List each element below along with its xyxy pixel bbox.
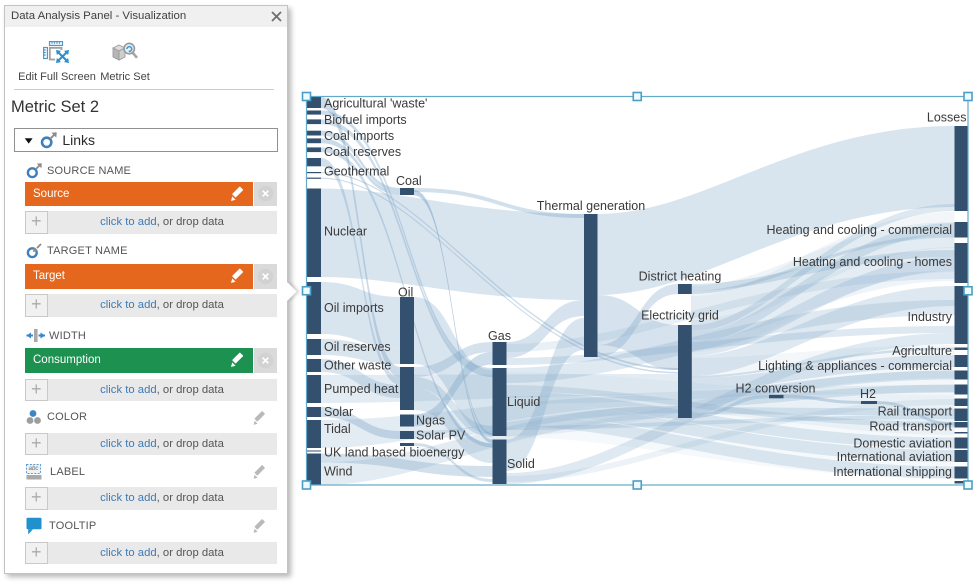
- svg-text:District heating: District heating: [639, 270, 722, 284]
- svg-text:International aviation: International aviation: [837, 450, 952, 464]
- svg-text:Pumped heat: Pumped heat: [324, 382, 399, 396]
- svg-text:Biofuel imports: Biofuel imports: [324, 113, 407, 127]
- svg-text:Wind: Wind: [324, 465, 353, 479]
- svg-text:abc: abc: [29, 466, 39, 472]
- svg-text:Solar: Solar: [324, 405, 353, 419]
- svg-text:H2 conversion: H2 conversion: [736, 382, 816, 396]
- svg-text:Coal imports: Coal imports: [324, 129, 394, 143]
- svg-text:Gas: Gas: [488, 329, 511, 343]
- svg-text:Domestic aviation: Domestic aviation: [853, 437, 952, 451]
- svg-text:Nuclear: Nuclear: [324, 225, 367, 239]
- svg-text:International shipping: International shipping: [833, 465, 952, 479]
- svg-text:Road transport: Road transport: [869, 420, 952, 434]
- svg-text:Geothermal: Geothermal: [324, 165, 389, 179]
- svg-text:H2: H2: [860, 387, 876, 401]
- svg-text:Solar PV: Solar PV: [416, 429, 466, 443]
- svg-text:Liquid: Liquid: [507, 395, 540, 409]
- svg-text:Agriculture: Agriculture: [892, 344, 952, 358]
- svg-text:Rail transport: Rail transport: [878, 405, 953, 419]
- svg-text:Ngas: Ngas: [416, 414, 445, 428]
- svg-text:Losses: Losses: [927, 111, 967, 125]
- svg-text:UK land based bioenergy: UK land based bioenergy: [324, 446, 465, 460]
- svg-text:Oil imports: Oil imports: [324, 301, 384, 315]
- svg-text:Coal reserves: Coal reserves: [324, 145, 401, 159]
- svg-text:Tidal: Tidal: [324, 422, 351, 436]
- svg-text:Other waste: Other waste: [324, 359, 391, 373]
- svg-text:Solid: Solid: [507, 457, 535, 471]
- svg-text:Oil reserves: Oil reserves: [324, 340, 391, 354]
- svg-text:Industry: Industry: [908, 310, 953, 324]
- svg-text:Thermal generation: Thermal generation: [537, 199, 645, 213]
- svg-text:Coal: Coal: [396, 174, 422, 188]
- svg-text:Lighting & appliances - commer: Lighting & appliances - commercial: [758, 359, 952, 373]
- svg-text:Oil: Oil: [398, 286, 413, 300]
- svg-text:Heating and cooling - commerci: Heating and cooling - commercial: [766, 223, 952, 237]
- svg-text:Heating and cooling - homes: Heating and cooling - homes: [793, 255, 952, 269]
- svg-text:Agricultural 'waste': Agricultural 'waste': [324, 97, 427, 111]
- svg-text:Electricity grid: Electricity grid: [641, 309, 719, 323]
